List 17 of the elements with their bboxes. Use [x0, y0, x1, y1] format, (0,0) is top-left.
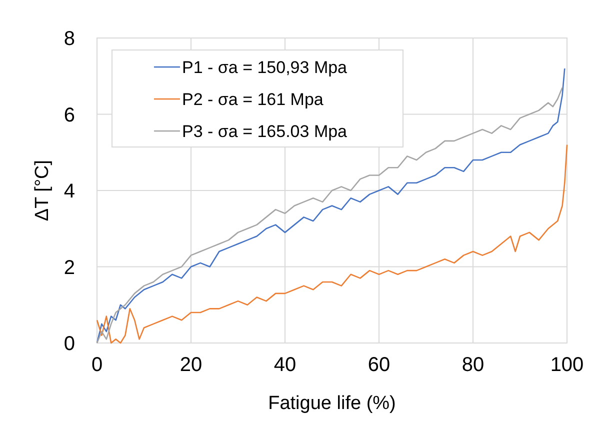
- legend-label: P2 - σa = 161 Mpa: [182, 90, 324, 109]
- x-tick-label: 40: [274, 354, 296, 376]
- x-axis-title: Fatigue life (%): [268, 393, 396, 414]
- y-axis-title: ΔT [°C]: [32, 160, 53, 222]
- y-tick-label: 2: [64, 256, 75, 279]
- legend-label: P3 - σa = 165.03 Mpa: [182, 122, 348, 141]
- y-tick-label: 6: [64, 104, 75, 126]
- x-tick-label: 0: [91, 354, 103, 376]
- y-tick-label: 4: [64, 180, 75, 202]
- y-tick-label: 0: [64, 333, 75, 355]
- x-tick-label: 60: [368, 354, 390, 376]
- legend-label: P1 - σa = 150,93 Mpa: [182, 58, 348, 77]
- x-tick-label: 100: [550, 354, 584, 376]
- x-tick-label: 80: [462, 354, 484, 376]
- line-series: [96, 144, 568, 344]
- y-tick-label: 8: [64, 28, 75, 50]
- x-tick-label: 20: [180, 354, 202, 376]
